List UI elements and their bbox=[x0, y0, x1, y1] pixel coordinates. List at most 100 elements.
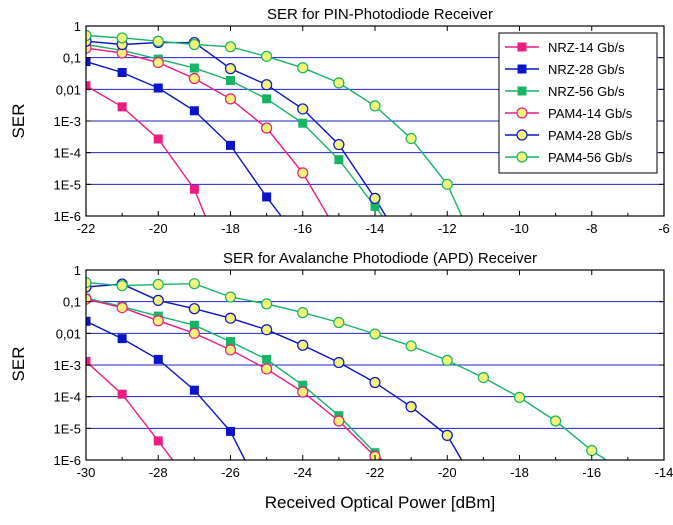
data-point bbox=[86, 356, 91, 366]
data-point bbox=[86, 316, 91, 326]
data-point bbox=[153, 436, 163, 446]
data-point bbox=[441, 354, 453, 366]
data-point bbox=[261, 79, 273, 91]
x-tick-label: -14 bbox=[655, 465, 673, 480]
data-point bbox=[369, 376, 381, 389]
y-axis-label: SER bbox=[9, 104, 28, 139]
data-point bbox=[513, 391, 526, 403]
data-point bbox=[261, 50, 273, 62]
data-point bbox=[370, 201, 380, 211]
data-point bbox=[86, 277, 92, 289]
series-line bbox=[86, 85, 206, 216]
data-point bbox=[262, 94, 272, 104]
data-point bbox=[117, 334, 127, 344]
data-point bbox=[152, 56, 164, 69]
data-point bbox=[188, 327, 200, 339]
legend-label: NRZ-56 Gb/s bbox=[548, 84, 625, 99]
data-point bbox=[369, 328, 381, 340]
data-point bbox=[224, 344, 237, 356]
x-tick-label: -14 bbox=[366, 221, 385, 236]
data-point bbox=[152, 294, 164, 306]
data-point bbox=[226, 337, 235, 347]
legend-label: PAM4-56 Gb/s bbox=[548, 150, 633, 165]
data-point bbox=[189, 106, 199, 116]
y-tick-label: 1 bbox=[74, 263, 81, 278]
data-point bbox=[261, 324, 273, 336]
data-point bbox=[188, 278, 200, 290]
y-tick-label: 1E-4 bbox=[54, 146, 81, 161]
x-tick-label: -24 bbox=[293, 465, 312, 480]
data-point bbox=[333, 77, 345, 89]
y-tick-label: 0,01 bbox=[56, 82, 81, 97]
data-point bbox=[189, 385, 199, 395]
data-point bbox=[333, 138, 345, 151]
panel-apd: SER for Avalanche Photodiode (APD) Recei… bbox=[9, 250, 673, 480]
series-line bbox=[86, 43, 383, 216]
data-point bbox=[116, 32, 128, 44]
x-tick-label: -8 bbox=[586, 221, 598, 236]
data-point bbox=[153, 134, 163, 144]
data-point bbox=[333, 356, 345, 369]
x-tick-label: -22 bbox=[77, 221, 96, 236]
series-line bbox=[86, 40, 387, 216]
data-point bbox=[116, 280, 128, 292]
legend-marker bbox=[516, 129, 528, 141]
x-tick-label: -30 bbox=[77, 465, 96, 480]
data-point bbox=[405, 340, 417, 352]
y-tick-label: 1 bbox=[74, 19, 81, 34]
data-point bbox=[224, 93, 237, 105]
x-tick-label: -28 bbox=[149, 465, 168, 480]
data-point bbox=[441, 178, 453, 190]
y-tick-label: 1E-4 bbox=[54, 390, 81, 405]
data-point bbox=[86, 29, 92, 42]
chart-title: SER for Avalanche Photodiode (APD) Recei… bbox=[223, 250, 537, 267]
data-point bbox=[86, 57, 91, 67]
legend-label: PAM4-14 Gb/s bbox=[548, 106, 633, 121]
y-tick-label: 1E-5 bbox=[54, 421, 81, 436]
data-point bbox=[297, 62, 309, 74]
data-point bbox=[261, 298, 273, 310]
series-line bbox=[86, 47, 329, 216]
y-tick-label: 1E-6 bbox=[54, 453, 81, 468]
x-tick-label: -10 bbox=[510, 221, 529, 236]
y-tick-label: 0,01 bbox=[56, 326, 81, 341]
legend-marker bbox=[516, 151, 528, 163]
data-point bbox=[333, 415, 345, 427]
data-point bbox=[188, 72, 200, 85]
data-point bbox=[152, 278, 164, 291]
data-point bbox=[117, 68, 127, 78]
x-tick-label: -22 bbox=[366, 465, 385, 480]
plot-area bbox=[86, 29, 463, 216]
data-point bbox=[297, 167, 309, 179]
data-point bbox=[441, 429, 453, 441]
data-point bbox=[226, 76, 235, 86]
data-point bbox=[297, 307, 309, 319]
y-tick-label: 0,1 bbox=[63, 51, 81, 66]
series-line bbox=[86, 34, 463, 216]
data-point bbox=[369, 100, 381, 112]
data-point bbox=[405, 132, 417, 145]
x-tick-label: -20 bbox=[438, 465, 457, 480]
y-axis-label: SER bbox=[9, 347, 28, 382]
x-tick-label: -18 bbox=[221, 221, 240, 236]
legend-box bbox=[498, 32, 658, 174]
data-point bbox=[86, 81, 91, 91]
data-point bbox=[188, 38, 200, 51]
data-point bbox=[298, 118, 308, 128]
data-point bbox=[477, 372, 489, 384]
x-tick-label: -26 bbox=[221, 465, 240, 480]
y-tick-label: 1E-6 bbox=[54, 209, 81, 224]
data-point bbox=[586, 444, 598, 457]
data-point bbox=[298, 380, 308, 390]
data-point bbox=[297, 103, 309, 115]
legend-marker bbox=[517, 42, 527, 52]
legend-label: NRZ-14 Gb/s bbox=[548, 40, 625, 55]
y-tick-label: 1E-3 bbox=[54, 114, 81, 129]
data-point bbox=[224, 291, 237, 303]
series-line bbox=[86, 283, 463, 460]
data-point bbox=[153, 83, 163, 93]
x-tick-label: -6 bbox=[658, 221, 670, 236]
data-point bbox=[262, 192, 272, 202]
